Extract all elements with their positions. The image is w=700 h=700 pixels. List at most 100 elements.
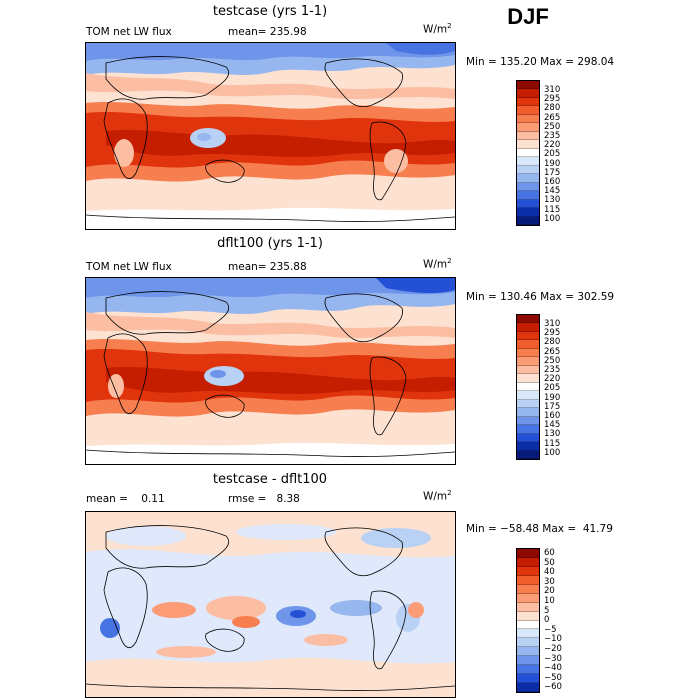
colorbar-tick-label: −10 <box>544 634 562 645</box>
colorbar-tick-label: 310 <box>544 85 561 95</box>
colorbar-swatch <box>517 199 539 209</box>
colorbar-tick-label: 190 <box>544 158 561 169</box>
colorbar-swatch <box>517 593 539 603</box>
colorbar-swatch <box>517 566 539 576</box>
panel-2-minmax: Min = 130.46 Max = 302.59 <box>466 291 615 303</box>
colorbar-tick-label: 30 <box>544 576 555 587</box>
colorbar-tick-label: 145 <box>544 186 561 197</box>
colorbar-swatch <box>517 123 539 132</box>
colorbar-tick-label: 0 <box>544 615 550 626</box>
colorbar-swatch <box>517 557 539 567</box>
colorbar-swatch <box>517 416 539 426</box>
colorbar-swatch <box>517 391 539 400</box>
panel-3-units: W/m2 <box>423 489 452 503</box>
colorbar-swatch <box>517 374 539 383</box>
colorbar-tick-label: 160 <box>544 177 561 187</box>
colorbar-tick-label: 250 <box>544 355 561 366</box>
colorbar-tick-label: 235 <box>544 365 561 375</box>
panel-3-left-label: mean = 0.11 <box>86 493 165 505</box>
colorbar-swatch <box>517 191 539 200</box>
colorbar-tick-label: 295 <box>544 328 561 339</box>
colorbar-tick-label: 265 <box>544 112 561 123</box>
colorbar-swatch <box>517 665 539 675</box>
colorbar-tick-label: −40 <box>544 663 562 674</box>
colorbar-tick-label: 20 <box>544 586 555 597</box>
colorbar-tick-label: 250 <box>544 121 561 132</box>
colorbar-swatch <box>517 442 539 451</box>
colorbar-swatch <box>517 450 539 459</box>
colorbar-swatch <box>517 140 539 149</box>
colorbar-swatch <box>517 382 539 392</box>
panel-2-colorbar <box>516 314 540 460</box>
colorbar-tick-label: 205 <box>544 383 561 394</box>
colorbar-swatch <box>517 208 539 217</box>
panel-1-title: testcase (yrs 1-1) <box>212 4 328 19</box>
panel-2-stat-label: mean= 235.88 <box>228 261 307 273</box>
colorbar-swatch <box>517 433 539 443</box>
colorbar-swatch <box>517 114 539 124</box>
colorbar-swatch <box>517 348 539 358</box>
panel-2-left-label: TOM net LW flux <box>86 261 172 273</box>
colorbar-tick-label: 265 <box>544 346 561 357</box>
colorbar-tick-label: −50 <box>544 672 562 683</box>
colorbar-tick-label: 205 <box>544 149 561 160</box>
colorbar-tick-label: 220 <box>544 374 561 385</box>
colorbar-swatch <box>517 323 539 332</box>
colorbar-tick-label: −20 <box>544 644 562 654</box>
colorbar-tick-label: 5 <box>544 605 550 616</box>
colorbar-tick-label: 10 <box>544 596 555 606</box>
colorbar-swatch <box>517 674 539 684</box>
panel-1-colorbar <box>516 80 540 226</box>
colorbar-tick-label: −30 <box>544 653 562 664</box>
colorbar-swatch <box>517 216 539 225</box>
colorbar-tick-label: 235 <box>544 131 561 141</box>
colorbar-swatch <box>517 602 539 612</box>
colorbar-tick-label: 130 <box>544 429 561 440</box>
panel-3-colorbar <box>516 548 540 693</box>
colorbar-tick-label: 100 <box>544 213 561 224</box>
panel-3-title: testcase - dflt100 <box>212 472 328 487</box>
season-label: DJF <box>507 4 549 29</box>
colorbar-tick-label: 115 <box>544 204 561 215</box>
colorbar-swatch <box>517 365 539 375</box>
panel-2-units: W/m2 <box>423 257 452 271</box>
colorbar-tick-label: 190 <box>544 392 561 403</box>
colorbar-tick-label: 40 <box>544 567 555 578</box>
colorbar-swatch <box>517 611 539 621</box>
colorbar-swatch <box>517 97 539 107</box>
colorbar-swatch <box>517 399 539 409</box>
colorbar-tick-label: 50 <box>544 557 555 568</box>
colorbar-swatch <box>517 620 539 630</box>
colorbar-swatch <box>517 81 539 90</box>
colorbar-swatch <box>517 157 539 166</box>
colorbar-tick-label: 100 <box>544 447 561 458</box>
colorbar-swatch <box>517 425 539 434</box>
panel-2-map <box>85 277 456 465</box>
colorbar-tick-label: −60 <box>544 682 562 693</box>
panel-3-stat-label: rmse = 8.38 <box>228 493 300 505</box>
colorbar-swatch <box>517 131 539 141</box>
colorbar-swatch <box>517 647 539 657</box>
colorbar-swatch <box>517 182 539 192</box>
colorbar-tick-label: 310 <box>544 319 561 329</box>
colorbar-tick-label: 295 <box>544 94 561 105</box>
colorbar-swatch <box>517 106 539 115</box>
colorbar-tick-label: 160 <box>544 411 561 421</box>
colorbar-swatch <box>517 174 539 183</box>
colorbar-swatch <box>517 148 539 158</box>
colorbar-swatch <box>517 584 539 594</box>
colorbar-swatch <box>517 575 539 585</box>
colorbar-swatch <box>517 89 539 98</box>
colorbar-tick-label: 280 <box>544 337 561 348</box>
colorbar-tick-label: 175 <box>544 401 561 412</box>
colorbar-tick-label: 220 <box>544 140 561 151</box>
panel-3-map <box>85 511 456 698</box>
colorbar-tick-label: 175 <box>544 167 561 178</box>
panel-2-title: dflt100 (yrs 1-1) <box>217 236 323 251</box>
colorbar-swatch <box>517 357 539 366</box>
colorbar-swatch <box>517 629 539 639</box>
colorbar-swatch <box>517 331 539 341</box>
colorbar-tick-label: 145 <box>544 420 561 431</box>
colorbar-tick-label: 115 <box>544 438 561 449</box>
colorbar-tick-label: 130 <box>544 195 561 206</box>
